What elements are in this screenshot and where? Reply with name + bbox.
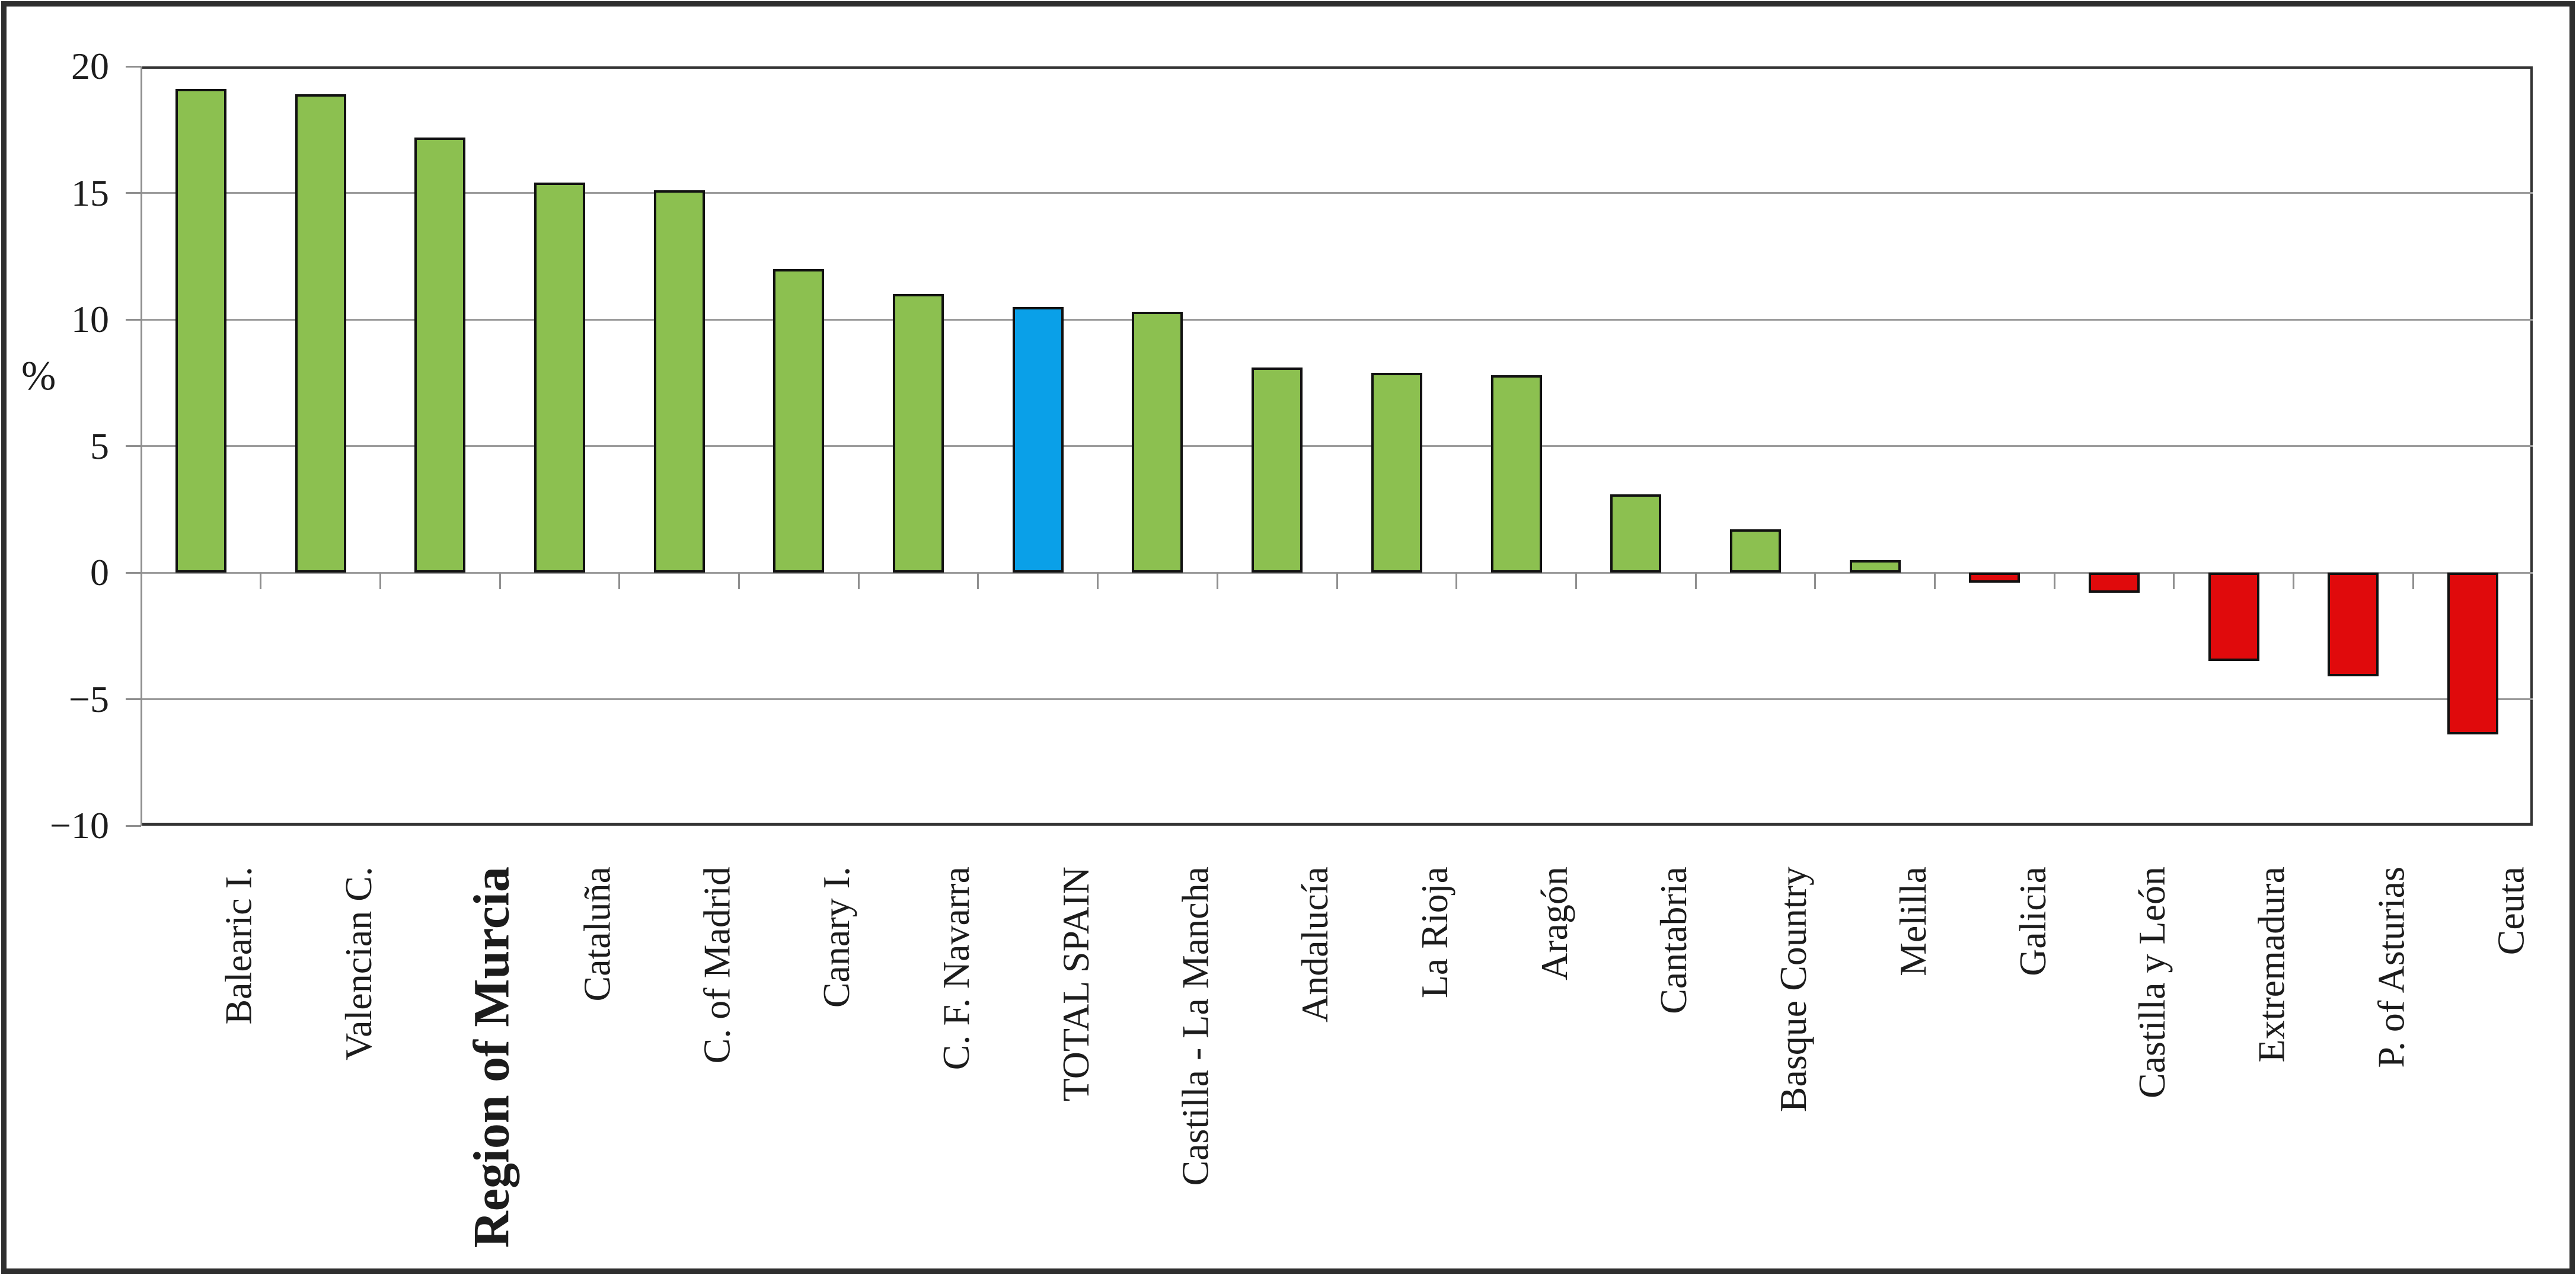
y-tick-label-5: 5 bbox=[90, 424, 109, 467]
x-axis-tick bbox=[1097, 573, 1099, 589]
x-label-galicia: Galicia bbox=[2011, 867, 2054, 976]
x-label-c-of-madrid: C. of Madrid bbox=[695, 867, 738, 1064]
gridline-10 bbox=[141, 318, 2533, 321]
x-label-castilla-la-mancha: Castilla - La Mancha bbox=[1174, 867, 1217, 1186]
x-axis-tick bbox=[1934, 573, 1936, 589]
y-tick-label--5: −5 bbox=[68, 678, 109, 720]
x-label-region-of-murcia: Region of Murcia bbox=[462, 867, 520, 1248]
x-label-cantabria: Cantabria bbox=[1652, 867, 1695, 1014]
x-label-la-rioja: La Rioja bbox=[1413, 867, 1455, 999]
bar-castilla-la-mancha bbox=[1132, 312, 1183, 573]
bar-p-of-asturias bbox=[2328, 573, 2379, 677]
x-label-extremadura: Extremadura bbox=[2250, 867, 2293, 1063]
bar-extremadura bbox=[2208, 573, 2259, 662]
x-label-andaluc-a: Andalucía bbox=[1294, 867, 1336, 1022]
y-tick-label-20: 20 bbox=[71, 45, 109, 87]
bar-c-f-navarra bbox=[893, 294, 944, 573]
y-tick-label--10: −10 bbox=[49, 804, 109, 846]
bar-total-spain bbox=[1012, 306, 1064, 573]
bar-basque-country bbox=[1729, 529, 1781, 573]
bar-la-rioja bbox=[1371, 372, 1422, 573]
x-label-c-f-navarra: C. F. Navarra bbox=[935, 867, 978, 1071]
bar-ceuta bbox=[2447, 573, 2499, 735]
x-axis-tick bbox=[379, 573, 381, 589]
x-label-melilla: Melilla bbox=[1891, 867, 1934, 976]
x-label-ceuta: Ceuta bbox=[2489, 867, 2532, 956]
x-axis-tick bbox=[260, 573, 262, 589]
bar-canary-i bbox=[773, 269, 825, 573]
x-axis-tick bbox=[977, 573, 979, 589]
x-axis-tick bbox=[2293, 573, 2295, 589]
x-label-basque-country: Basque Country bbox=[1771, 867, 1814, 1113]
y-axis-tick-0 bbox=[126, 571, 141, 574]
y-axis-tick-15 bbox=[126, 192, 141, 194]
x-axis-tick bbox=[1694, 573, 1697, 589]
x-axis-tick bbox=[2412, 573, 2414, 589]
y-axis-tick-5 bbox=[126, 445, 141, 447]
y-tick-label-0: 0 bbox=[90, 551, 109, 593]
x-axis-tick bbox=[738, 573, 740, 589]
gridline-5 bbox=[141, 445, 2533, 447]
y-axis-title: % bbox=[21, 353, 56, 399]
x-label-castilla-y-le-n: Castilla y León bbox=[2131, 867, 2173, 1099]
x-axis-tick bbox=[1216, 573, 1218, 589]
x-axis-tick bbox=[857, 573, 860, 589]
bar-galicia bbox=[1969, 573, 2020, 583]
x-label-arag-n: Aragón bbox=[1533, 867, 1575, 980]
y-axis-tick--5 bbox=[126, 698, 141, 700]
x-axis-tick bbox=[1575, 573, 1577, 589]
bar-c-of-madrid bbox=[653, 190, 705, 573]
gridline-15 bbox=[141, 192, 2533, 194]
x-axis-tick bbox=[2173, 573, 2175, 589]
y-axis-line bbox=[141, 66, 142, 826]
bar-valencian-c bbox=[295, 94, 346, 573]
gridline--5 bbox=[141, 698, 2533, 700]
bar-castilla-y-le-n bbox=[2089, 573, 2140, 593]
x-axis-tick bbox=[499, 573, 501, 589]
x-axis-tick bbox=[1814, 573, 1817, 589]
x-axis-tick bbox=[1336, 573, 1338, 589]
bar-arag-n bbox=[1490, 375, 1542, 573]
y-axis-tick-20 bbox=[126, 65, 141, 68]
x-label-catalu-a: Cataluña bbox=[576, 867, 618, 1002]
bar-cantabria bbox=[1610, 494, 1662, 573]
x-axis-tick bbox=[2053, 573, 2055, 589]
y-tick-label-15: 15 bbox=[71, 171, 109, 214]
bar-andaluc-a bbox=[1252, 368, 1303, 573]
x-label-canary-i: Canary I. bbox=[815, 867, 858, 1008]
x-axis-tick bbox=[1455, 573, 1458, 589]
x-label-total-spain: TOTAL SPAIN bbox=[1054, 867, 1097, 1102]
bar-balearic-i bbox=[175, 89, 226, 573]
y-tick-label-10: 10 bbox=[71, 298, 109, 340]
bar-melilla bbox=[1849, 560, 1901, 573]
x-axis-tick bbox=[618, 573, 621, 589]
x-label-balearic-i: Balearic I. bbox=[217, 867, 260, 1025]
bar-catalu-a bbox=[534, 183, 585, 573]
y-axis-tick--10 bbox=[126, 825, 141, 827]
x-label-p-of-asturias: P. of Asturias bbox=[2370, 867, 2412, 1068]
y-axis-tick-10 bbox=[126, 318, 141, 321]
bar-region-of-murcia bbox=[414, 137, 466, 573]
x-label-valencian-c: Valencian C. bbox=[337, 867, 379, 1060]
